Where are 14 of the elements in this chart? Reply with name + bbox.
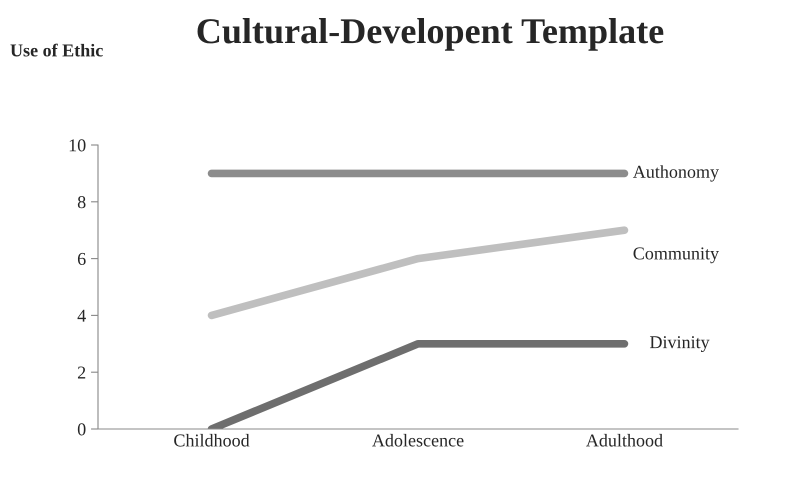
y-tick-label: 0 [78,423,86,436]
x-tick-label: Adulthood [586,434,663,447]
x-tick-label: Adolescence [372,434,464,447]
chart-title: Cultural-Developent Template [198,18,664,51]
series-label: Divinity [650,336,710,352]
y-axis-title: Use of Ethic [10,44,103,57]
x-tick-label: Childhood [174,434,250,447]
y-tick-label: 2 [78,366,86,378]
y-tick-label: 4 [78,310,86,322]
y-tick-label: 6 [78,252,86,266]
series-label: Community [634,247,719,264]
y-tick-label: 10 [70,139,86,152]
y-tick-label: 8 [78,196,86,208]
series-label: Authonomy [632,165,719,182]
